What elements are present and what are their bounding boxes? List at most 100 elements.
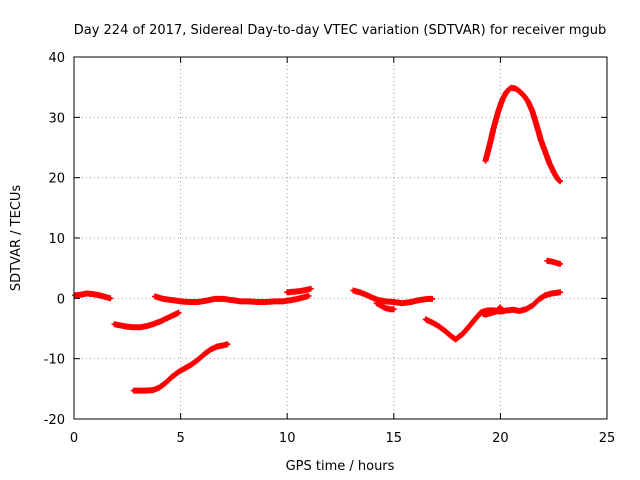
data-point [483, 159, 488, 163]
data-point [545, 259, 549, 263]
y-tick-label: 0 [57, 292, 65, 307]
data-point [213, 297, 217, 301]
series-track-3 [130, 341, 231, 394]
data-point [238, 299, 242, 303]
y-tick-label: 40 [48, 51, 65, 66]
data-point [151, 322, 155, 326]
data-point [552, 170, 556, 174]
data-point [558, 290, 562, 294]
data-point [517, 89, 522, 93]
axis-ticks: 0 5 10 15 20 25 -20 -10 0 10 20 30 40 [44, 51, 616, 446]
y-tick-label: -10 [44, 353, 65, 368]
data-point [430, 320, 434, 325]
x-tick-label: 10 [279, 431, 296, 446]
data-point [466, 325, 471, 329]
data-point [108, 296, 112, 300]
data-point [285, 290, 289, 294]
data-point [498, 305, 502, 309]
data-point [430, 297, 434, 301]
data-point [505, 308, 509, 312]
data-point [215, 345, 219, 349]
y-tick-label: 30 [48, 111, 65, 126]
data-point [530, 303, 534, 308]
chart-title: Day 224 of 2017, Sidereal Day-to-day VTE… [74, 23, 607, 38]
x-tick-label: 5 [176, 431, 184, 446]
data-point [183, 366, 187, 370]
x-tick-label: 25 [599, 431, 616, 446]
data-point [400, 301, 404, 305]
data-point [509, 86, 513, 90]
data-point [221, 343, 225, 347]
data-point [153, 294, 157, 299]
data-point [364, 293, 368, 297]
data-point [196, 300, 200, 304]
data-point [138, 389, 142, 393]
series-track-4 [152, 292, 312, 305]
data-point [97, 293, 102, 297]
grid-lines [74, 57, 607, 419]
data-point [289, 298, 294, 302]
data-point [125, 325, 129, 329]
x-tick-label: 15 [386, 431, 403, 446]
data-point [170, 314, 174, 318]
data-point [556, 177, 560, 182]
data-point [379, 303, 383, 308]
data-point [524, 307, 528, 311]
data-point [221, 297, 225, 301]
data-point [409, 300, 413, 304]
data-point [170, 298, 174, 302]
data-point [558, 262, 562, 266]
y-tick-label: -20 [44, 413, 65, 428]
data-point [161, 297, 166, 301]
data-point [132, 325, 136, 329]
data-point [558, 179, 562, 183]
data-point [488, 142, 492, 147]
x-tick-label: 20 [492, 431, 509, 446]
data-point [370, 296, 375, 300]
data-point [85, 291, 89, 296]
data-point [291, 290, 296, 294]
series-track-6 [350, 287, 436, 307]
series-track-2 [111, 309, 182, 331]
data-point [91, 292, 95, 296]
data-point [351, 288, 355, 293]
data-point [255, 300, 259, 304]
data-point [157, 386, 161, 390]
y-axis-label: SDTVAR / TECUs [9, 185, 24, 292]
data-point [539, 138, 543, 142]
data-point [272, 299, 277, 303]
data-point [383, 306, 387, 310]
data-point [500, 97, 505, 101]
data-point [208, 348, 213, 352]
data-point [494, 310, 498, 314]
data-point [387, 307, 392, 311]
y-tick-label: 20 [48, 172, 65, 187]
data-point [309, 287, 313, 291]
data-point [306, 294, 311, 298]
data-point [204, 299, 208, 303]
data-point [522, 94, 526, 98]
data-point [526, 100, 530, 104]
data-point [417, 298, 421, 302]
data-point [547, 161, 552, 165]
data-point [78, 293, 82, 297]
data-point [505, 89, 509, 93]
data-point [513, 86, 517, 90]
data-point [492, 124, 496, 128]
data-point [304, 288, 308, 292]
series-track-9 [480, 304, 504, 318]
data-point [511, 308, 515, 312]
data-point [157, 320, 161, 324]
data-point [554, 261, 558, 265]
data-point [225, 342, 230, 346]
data-point [392, 300, 396, 304]
series-track-11 [544, 257, 564, 267]
data-point [479, 310, 483, 314]
data-point [537, 297, 541, 302]
data-point [449, 334, 453, 338]
data-point [176, 311, 181, 315]
data-point [119, 323, 123, 328]
data-point [496, 109, 500, 113]
data-point [549, 291, 554, 296]
